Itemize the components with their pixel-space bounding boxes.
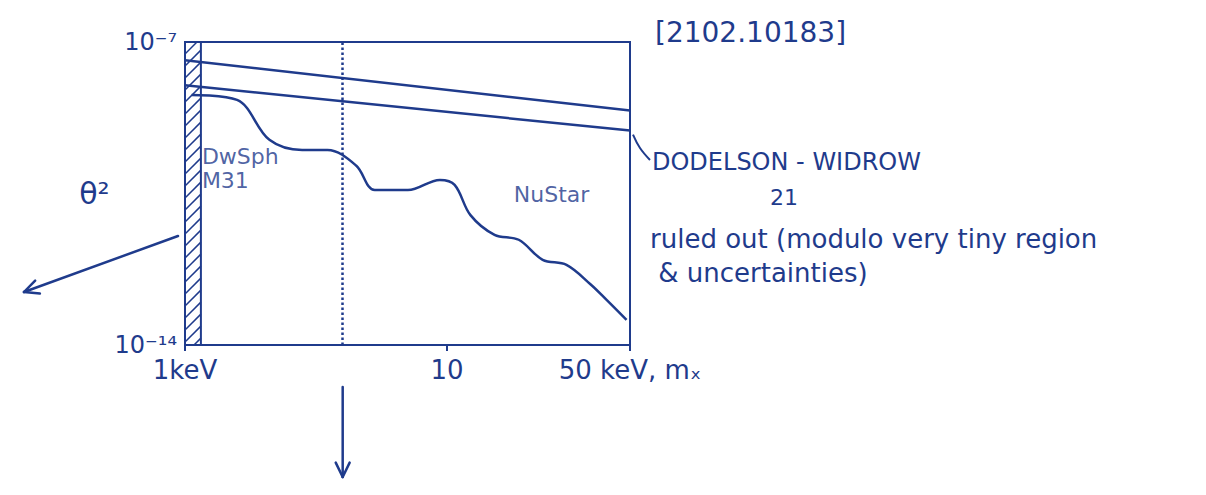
- svg-text:10⁻⁷: 10⁻⁷: [124, 28, 177, 56]
- svg-text:21: 21: [770, 185, 798, 210]
- svg-text:[2102.10183]: [2102.10183]: [655, 16, 846, 49]
- svg-text:1keV: 1keV: [153, 355, 218, 385]
- svg-text:DODELSON - WIDROW: DODELSON - WIDROW: [652, 148, 921, 176]
- svg-text:10: 10: [430, 355, 463, 385]
- svg-text:NuStar: NuStar: [514, 182, 590, 207]
- svg-text:DwSph: DwSph: [202, 144, 279, 169]
- svg-text:50 keV, mₓ: 50 keV, mₓ: [559, 355, 702, 385]
- svg-text:θ²: θ²: [79, 176, 109, 211]
- svg-text:ruled out (modulo very tiny re: ruled out (modulo very tiny region: [650, 224, 1097, 254]
- svg-text:10⁻¹⁴: 10⁻¹⁴: [114, 331, 177, 359]
- svg-text:& uncertainties): & uncertainties): [650, 258, 868, 288]
- svg-text:M31: M31: [202, 168, 249, 193]
